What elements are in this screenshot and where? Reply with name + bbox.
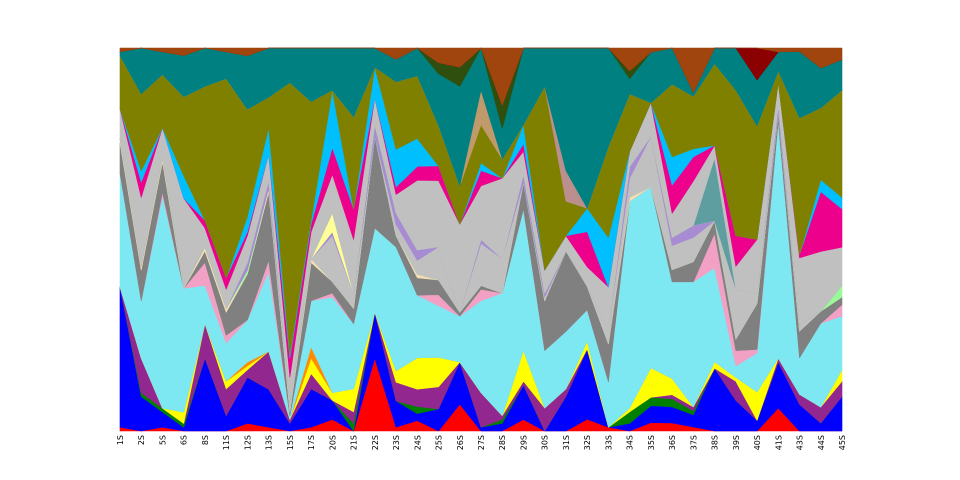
x-tick-label: 15S <box>286 435 295 450</box>
x-tick-label: 37S <box>689 435 698 450</box>
x-tick-label: 36S <box>668 435 677 450</box>
x-tick-label: 30S <box>541 435 550 450</box>
x-tick-label: 8S <box>201 435 210 445</box>
x-tick-label: 40S <box>753 435 762 450</box>
x-tick-label: 23S <box>392 435 401 450</box>
x-tick-label: 43S <box>796 435 805 450</box>
x-tick-label: 24S <box>413 435 422 450</box>
x-tick-label: 22S <box>371 435 380 450</box>
x-tick-label: 34S <box>626 435 635 450</box>
x-tick-label: 12S <box>243 435 252 450</box>
area-layers <box>119 47 843 432</box>
x-tick-label: 39S <box>732 435 741 450</box>
x-tick-label: 21S <box>350 435 359 450</box>
x-tick-label: 28S <box>498 435 507 450</box>
x-tick-label: 1S <box>116 435 125 445</box>
x-tick-label: 17S <box>307 435 316 450</box>
x-tick-label: 25S <box>435 435 444 450</box>
x-tick-label: 33S <box>604 435 613 450</box>
x-tick-label: 11S <box>222 435 231 450</box>
x-tick-label: 45S <box>838 435 847 450</box>
area-series-25 <box>119 47 843 106</box>
x-tick-label: 26S <box>456 435 465 450</box>
x-tick-label: 13S <box>265 435 274 450</box>
x-tick-label: 44S <box>817 435 826 450</box>
x-tick-label: 5S <box>158 435 167 445</box>
x-tick-label: 31S <box>562 435 571 450</box>
x-tick-label: 32S <box>583 435 592 450</box>
x-tick-label: 2S <box>137 435 146 445</box>
x-axis-ticks: 1S 2S 5S 6S 8S 11S 12S 13S 15S 17S 20S 21S 22S 23S 24S… <box>116 435 847 450</box>
x-tick-label: 41S <box>774 435 783 450</box>
x-tick-label: 29S <box>519 435 528 450</box>
x-tick-label: 6S <box>180 435 189 445</box>
x-tick-label: 27S <box>477 435 486 450</box>
x-tick-label: 35S <box>647 435 656 450</box>
x-tick-label: 20S <box>328 435 337 450</box>
x-tick-label: 38S <box>711 435 720 450</box>
